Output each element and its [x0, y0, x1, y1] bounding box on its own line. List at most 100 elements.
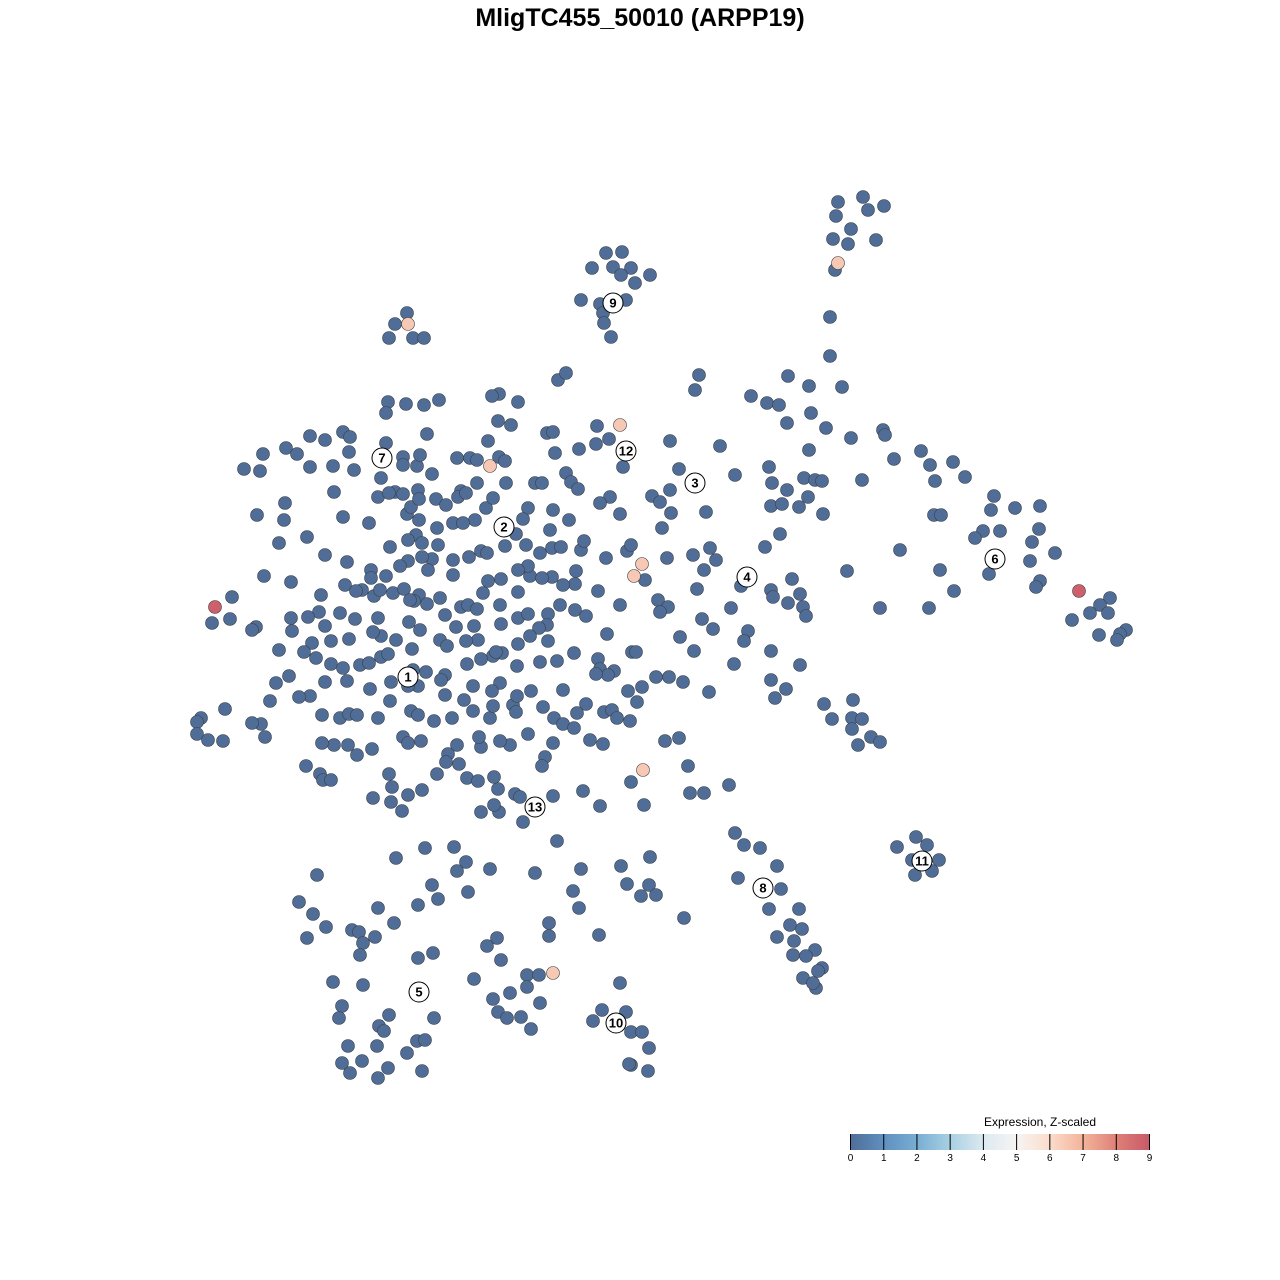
data-point [350, 748, 364, 762]
data-point [341, 1039, 355, 1053]
cluster-label-circle [605, 1012, 627, 1034]
data-point [431, 538, 445, 552]
data-point [655, 521, 669, 535]
data-point [461, 885, 475, 899]
data-point [624, 538, 638, 552]
data-point [787, 934, 801, 948]
data-point [586, 1014, 600, 1028]
data-point [724, 601, 738, 615]
data-point [878, 428, 892, 442]
data-point [622, 1057, 636, 1071]
data-point [447, 840, 461, 854]
data-point [384, 675, 398, 689]
chart-title: MligTC455_50010 (ARPP19) [475, 4, 805, 32]
data-point [660, 551, 674, 565]
data-point [589, 437, 603, 451]
data-point [489, 645, 503, 659]
data-point [604, 330, 618, 344]
data-point [695, 612, 709, 626]
data-point [405, 642, 419, 656]
data-point [414, 734, 428, 748]
data-point [825, 712, 839, 726]
data-point [662, 670, 676, 684]
data-point [450, 864, 464, 878]
data-point [634, 889, 648, 903]
data-point [413, 623, 427, 637]
data-point [877, 199, 891, 213]
data-point [374, 471, 388, 485]
data-point [823, 349, 837, 363]
data-point [485, 684, 499, 698]
data-point [785, 572, 799, 586]
data-point [702, 685, 716, 699]
data-point [542, 916, 556, 930]
data-point [216, 734, 230, 748]
data-point [439, 755, 453, 769]
data-point [629, 645, 643, 659]
data-point [572, 901, 586, 915]
data-point [315, 736, 329, 750]
cluster-label-circle [615, 440, 637, 462]
data-point [570, 706, 584, 720]
data-point [624, 775, 638, 789]
cluster-label-circle [984, 548, 1006, 570]
data-point [528, 866, 542, 880]
data-point [426, 946, 440, 960]
data-point [1072, 584, 1086, 598]
data-point [340, 674, 354, 688]
data-point [728, 826, 742, 840]
data-point [774, 882, 788, 896]
data-point [1025, 535, 1039, 549]
cluster-label-circle [524, 796, 546, 818]
data-point [595, 1003, 609, 1017]
data-point [932, 853, 946, 867]
data-point [418, 1033, 432, 1047]
data-point [483, 862, 497, 876]
data-point [389, 633, 403, 647]
data-point [984, 503, 998, 517]
data-point [223, 612, 237, 626]
cluster-label: 5 [408, 981, 430, 1003]
data-point [411, 951, 425, 965]
data-point [1032, 522, 1046, 536]
data-point [635, 1025, 649, 1039]
data-point [835, 380, 849, 394]
data-point [395, 804, 409, 818]
data-point [550, 834, 564, 848]
data-point [324, 657, 338, 671]
data-point [928, 474, 942, 488]
data-point [411, 708, 425, 722]
data-point [446, 553, 460, 567]
data-point [440, 639, 454, 653]
data-point [336, 661, 350, 675]
data-point [922, 601, 936, 615]
cluster-label-text: 13 [528, 800, 542, 815]
data-point [514, 1010, 528, 1024]
data-point [775, 497, 789, 511]
data-point [831, 195, 845, 209]
data-point [290, 447, 304, 461]
data-point [218, 702, 232, 716]
data-point [819, 421, 833, 435]
cluster-label-text: 7 [378, 451, 385, 466]
data-point [418, 841, 432, 855]
data-point [415, 1064, 429, 1078]
data-point [349, 584, 363, 598]
data-point [348, 612, 362, 626]
data-point [621, 684, 635, 698]
cluster-label-text: 5 [415, 985, 422, 1000]
data-point [379, 569, 393, 583]
data-point [335, 999, 349, 1013]
data-point [524, 1022, 538, 1036]
data-point [599, 551, 613, 565]
data-point [493, 734, 507, 748]
data-point [303, 429, 317, 443]
data-point [727, 657, 741, 671]
data-point [425, 878, 439, 892]
data-point [697, 563, 711, 577]
data-point [567, 646, 581, 660]
data-point [553, 598, 567, 612]
data-point [762, 460, 776, 474]
data-point [536, 700, 550, 714]
data-point [572, 442, 586, 456]
